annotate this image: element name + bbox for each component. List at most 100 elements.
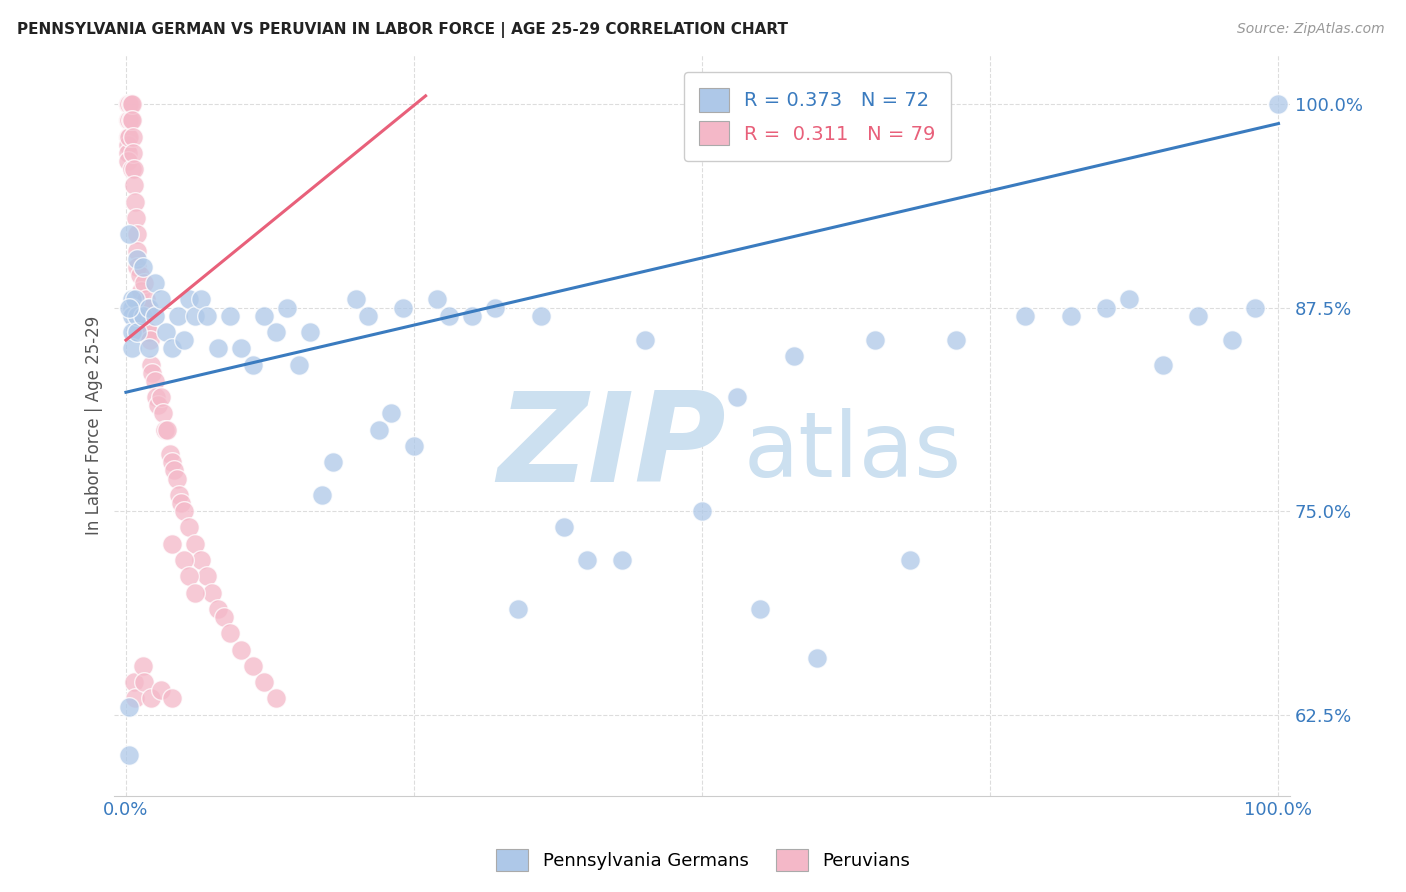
Point	[167, 488, 190, 502]
Point	[166, 472, 188, 486]
Point	[163, 463, 186, 477]
Point	[633, 333, 655, 347]
Point	[207, 602, 229, 616]
Point	[152, 406, 174, 420]
Point	[127, 325, 149, 339]
Point	[299, 325, 322, 339]
Point	[610, 553, 633, 567]
Point	[1187, 309, 1209, 323]
Point	[117, 97, 139, 112]
Point	[357, 309, 380, 323]
Point	[1222, 333, 1244, 347]
Point	[806, 650, 828, 665]
Point	[117, 97, 139, 112]
Point	[127, 244, 149, 258]
Point	[190, 293, 212, 307]
Point	[117, 97, 139, 112]
Point	[179, 293, 201, 307]
Point	[460, 309, 482, 323]
Point	[231, 341, 253, 355]
Point	[242, 658, 264, 673]
Point	[207, 341, 229, 355]
Point	[127, 227, 149, 242]
Point	[195, 569, 218, 583]
Point	[155, 325, 177, 339]
Point	[117, 97, 139, 112]
Point	[184, 537, 207, 551]
Point	[117, 97, 139, 112]
Point	[121, 309, 143, 323]
Point	[139, 333, 162, 347]
Point	[141, 366, 163, 380]
Point	[898, 553, 921, 567]
Point	[120, 97, 142, 112]
Point	[124, 691, 146, 706]
Point	[134, 276, 156, 290]
Point	[117, 113, 139, 128]
Point	[380, 406, 402, 420]
Point	[118, 97, 141, 112]
Point	[173, 553, 195, 567]
Point	[132, 260, 155, 274]
Point	[530, 309, 553, 323]
Point	[122, 178, 145, 193]
Point	[575, 553, 598, 567]
Point	[288, 358, 311, 372]
Point	[117, 137, 139, 152]
Point	[149, 293, 172, 307]
Point	[145, 390, 167, 404]
Point	[132, 658, 155, 673]
Point	[160, 691, 183, 706]
Point	[1094, 301, 1116, 315]
Point	[184, 309, 207, 323]
Point	[201, 585, 224, 599]
Point	[121, 301, 143, 315]
Point	[143, 276, 166, 290]
Point	[124, 194, 146, 209]
Point	[149, 390, 172, 404]
Point	[190, 553, 212, 567]
Point	[160, 537, 183, 551]
Point	[117, 129, 139, 144]
Point	[264, 691, 287, 706]
Point	[122, 162, 145, 177]
Point	[391, 301, 413, 315]
Text: atlas: atlas	[744, 408, 962, 496]
Point	[153, 423, 176, 437]
Point	[1267, 97, 1289, 112]
Point	[506, 602, 529, 616]
Point	[121, 341, 143, 355]
Point	[173, 333, 195, 347]
Point	[121, 293, 143, 307]
Point	[160, 455, 183, 469]
Point	[134, 675, 156, 690]
Point	[160, 341, 183, 355]
Point	[117, 97, 139, 112]
Point	[212, 610, 235, 624]
Point	[127, 309, 149, 323]
Point	[121, 162, 143, 177]
Point	[156, 423, 179, 437]
Point	[121, 97, 143, 112]
Point	[117, 145, 139, 160]
Point	[276, 301, 298, 315]
Point	[218, 309, 240, 323]
Point	[122, 675, 145, 690]
Point	[170, 496, 193, 510]
Point	[690, 504, 713, 518]
Point	[1118, 293, 1140, 307]
Point	[117, 97, 139, 112]
Point	[1014, 309, 1036, 323]
Point	[242, 358, 264, 372]
Point	[125, 211, 148, 225]
Point	[129, 285, 152, 299]
Point	[553, 520, 575, 534]
Point	[264, 325, 287, 339]
Point	[121, 113, 143, 128]
Text: PENNSYLVANIA GERMAN VS PERUVIAN IN LABOR FORCE | AGE 25-29 CORRELATION CHART: PENNSYLVANIA GERMAN VS PERUVIAN IN LABOR…	[17, 22, 787, 38]
Point	[127, 252, 149, 266]
Point	[179, 569, 201, 583]
Point	[945, 333, 967, 347]
Point	[218, 626, 240, 640]
Point	[143, 374, 166, 388]
